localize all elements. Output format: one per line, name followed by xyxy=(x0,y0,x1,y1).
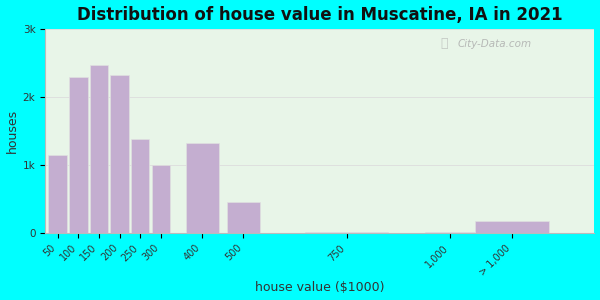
Bar xyxy=(425,232,475,233)
Bar xyxy=(305,232,388,233)
Bar xyxy=(475,221,549,233)
Y-axis label: houses: houses xyxy=(5,109,19,153)
Bar xyxy=(131,139,149,233)
Bar xyxy=(89,64,108,233)
Text: ⦾: ⦾ xyxy=(440,38,448,50)
Bar xyxy=(48,155,67,233)
Text: City-Data.com: City-Data.com xyxy=(457,40,531,50)
Bar xyxy=(110,76,129,233)
Bar xyxy=(185,143,218,233)
X-axis label: house value ($1000): house value ($1000) xyxy=(255,281,385,294)
Bar xyxy=(227,202,260,233)
Bar xyxy=(152,165,170,233)
Bar xyxy=(69,77,88,233)
Title: Distribution of house value in Muscatine, IA in 2021: Distribution of house value in Muscatine… xyxy=(77,6,563,24)
